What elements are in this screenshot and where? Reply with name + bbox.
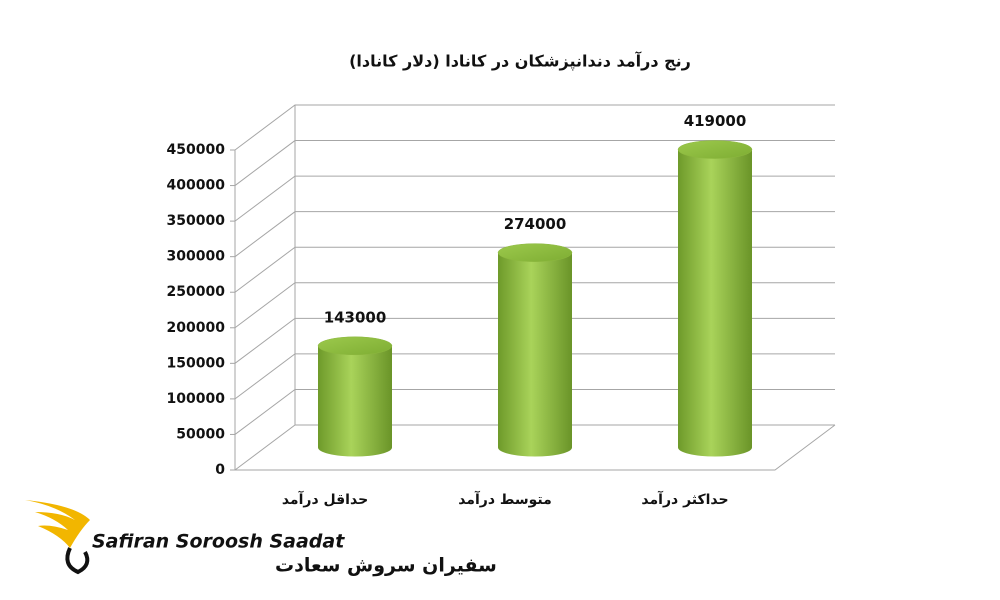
bar (498, 252, 572, 457)
bar-top (497, 243, 573, 262)
y-tick-label: 300000 (167, 249, 226, 265)
logo-neck (65, 547, 90, 575)
cylinder (317, 336, 393, 457)
grid-line (234, 104, 835, 151)
grid-line (234, 317, 835, 364)
bar-top (677, 140, 753, 159)
logo: Safiran Soroosh Saadat سفیران سروش سعادت (25, 500, 497, 577)
logo-name-en: Safiran Soroosh Saadat (92, 531, 345, 553)
value-label: 143000 (324, 308, 387, 326)
y-tick-label: 0 (215, 462, 225, 478)
grid-line (234, 424, 835, 471)
grid-line (234, 246, 835, 293)
grid (230, 104, 836, 471)
grid-line (234, 353, 835, 400)
y-tick-label: 350000 (167, 213, 226, 229)
bar (318, 345, 392, 457)
grid-line (234, 140, 835, 186)
bar (678, 149, 752, 457)
cylinder (497, 243, 573, 457)
y-tick-label: 200000 (167, 320, 226, 336)
grid-line (234, 175, 835, 222)
cylinder (677, 140, 753, 457)
logo-wing (25, 500, 90, 548)
grid-line (234, 211, 835, 258)
x-tick-label: حداقل درآمد (282, 490, 368, 508)
y-tick-label: 100000 (167, 391, 226, 407)
bar-top (317, 336, 393, 356)
value-label: 274000 (504, 215, 567, 233)
floor-edge (235, 424, 836, 471)
grid-line (234, 388, 835, 435)
y-tick-label: 400000 (167, 178, 226, 194)
y-tick-label: 250000 (167, 284, 226, 300)
x-tick-label: متوسط درآمد (458, 490, 552, 508)
y-tick-label: 150000 (167, 355, 226, 371)
grid-line (234, 282, 835, 329)
chart-title: رنج درآمد دندانپزشکان در کانادا (دلار کا… (349, 51, 691, 72)
logo-name-fa: سفیران سروش سعادت (275, 555, 497, 577)
y-tick-label: 450000 (167, 142, 226, 158)
value-label: 419000 (684, 112, 747, 130)
y-tick-label: 50000 (176, 426, 225, 442)
x-tick-label: حداکثر درآمد (641, 490, 728, 508)
